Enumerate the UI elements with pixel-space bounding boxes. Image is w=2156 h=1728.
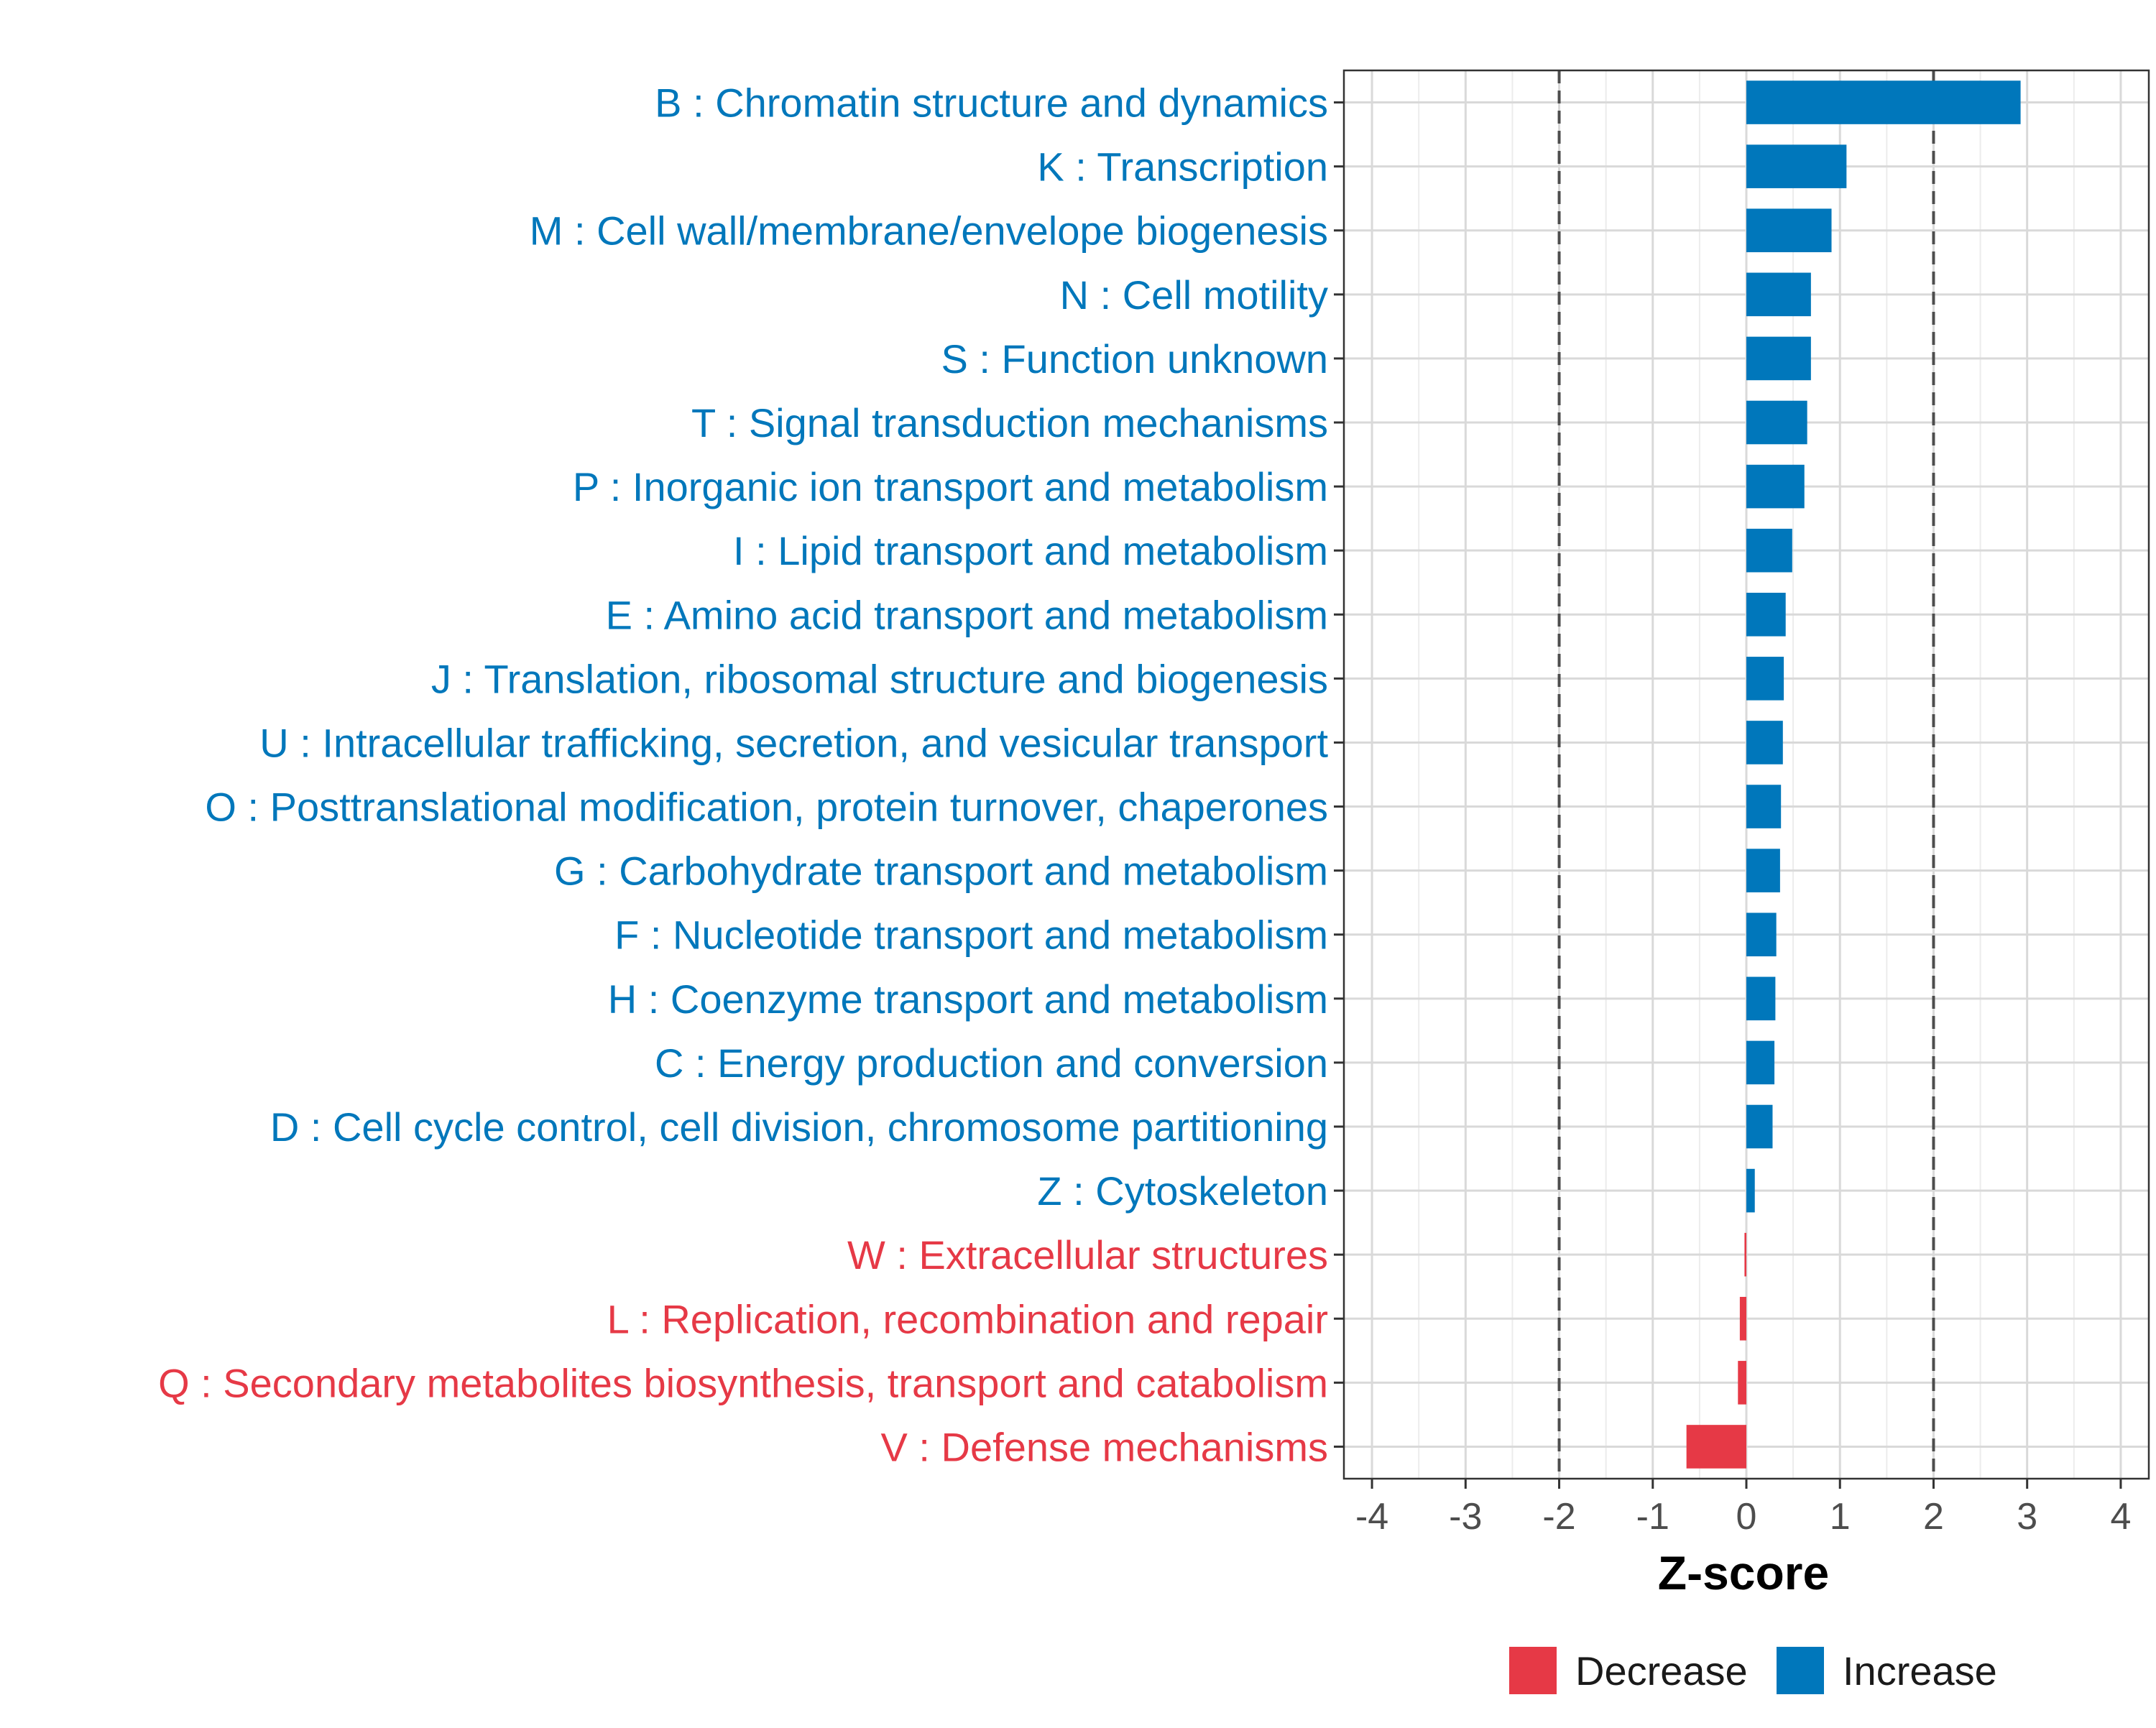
x-tick-label: 0 bbox=[1736, 1496, 1757, 1538]
bar bbox=[1746, 785, 1782, 828]
x-axis-ticks: -4 -3 -2 -1 0 1 2 3 4 bbox=[1355, 1479, 2131, 1538]
bar bbox=[1686, 1425, 1746, 1469]
bar bbox=[1744, 1232, 1746, 1277]
bar bbox=[1746, 592, 1786, 637]
legend-swatch bbox=[1509, 1647, 1557, 1694]
bar bbox=[1746, 912, 1777, 957]
reference-lines bbox=[1557, 70, 1935, 1479]
category-label: S : Function unknown bbox=[941, 336, 1328, 382]
bar bbox=[1746, 80, 2021, 124]
bar bbox=[1746, 1168, 1755, 1213]
x-tick-label: -1 bbox=[1636, 1496, 1669, 1538]
x-tick-label: 1 bbox=[1830, 1496, 1851, 1538]
legend-label: Increase bbox=[1843, 1648, 1997, 1694]
category-label: V : Defense mechanisms bbox=[881, 1424, 1328, 1469]
x-tick-label: -4 bbox=[1355, 1496, 1388, 1538]
bar bbox=[1746, 528, 1792, 573]
bars bbox=[1686, 80, 2021, 1469]
category-label: M : Cell wall/membrane/envelope biogenes… bbox=[530, 208, 1328, 254]
legend-label: Decrease bbox=[1575, 1648, 1748, 1694]
x-tick-label: 2 bbox=[1923, 1496, 1944, 1538]
category-label: O : Posttranslational modification, prot… bbox=[205, 785, 1328, 830]
bar bbox=[1746, 272, 1811, 317]
x-tick-label: -3 bbox=[1449, 1496, 1482, 1538]
category-label: J : Translation, ribosomal structure and… bbox=[431, 656, 1328, 701]
bar bbox=[1746, 1040, 1775, 1085]
bar bbox=[1739, 1296, 1746, 1341]
x-tick-label: -2 bbox=[1542, 1496, 1575, 1538]
category-label: G : Carbohydrate transport and metabolis… bbox=[554, 849, 1328, 894]
category-label: Q : Secondary metabolites biosynthesis, … bbox=[158, 1360, 1328, 1405]
legend: Decrease Increase bbox=[1509, 1647, 1997, 1694]
category-label: L : Replication, recombination and repai… bbox=[607, 1296, 1328, 1341]
x-axis-title: Z-score bbox=[1658, 1546, 1829, 1599]
category-label: W : Extracellular structures bbox=[847, 1232, 1328, 1277]
category-label: P : Inorganic ion transport and metaboli… bbox=[573, 464, 1328, 509]
category-label: D : Cell cycle control, cell division, c… bbox=[270, 1104, 1328, 1150]
category-label: U : Intracellular trafficking, secretion… bbox=[259, 720, 1328, 765]
x-tick-label: 3 bbox=[2017, 1496, 2037, 1538]
category-label: F : Nucleotide transport and metabolism bbox=[614, 912, 1328, 958]
category-label: E : Amino acid transport and metabolism bbox=[606, 592, 1328, 637]
bar bbox=[1746, 144, 1847, 188]
bar bbox=[1746, 976, 1776, 1021]
category-label: B : Chromatin structure and dynamics bbox=[655, 80, 1328, 126]
category-label: T : Signal transduction mechanisms bbox=[691, 400, 1328, 445]
bar bbox=[1746, 400, 1807, 445]
bar bbox=[1746, 1104, 1773, 1149]
x-tick-label: 4 bbox=[2110, 1496, 2131, 1538]
bar bbox=[1746, 208, 1832, 253]
bar bbox=[1746, 721, 1783, 764]
category-label: N : Cell motility bbox=[1060, 272, 1328, 318]
bar bbox=[1746, 849, 1780, 892]
category-label: C : Energy production and conversion bbox=[655, 1040, 1328, 1086]
bar bbox=[1738, 1361, 1746, 1405]
bar bbox=[1746, 464, 1805, 509]
y-axis-ticks: B : Chromatin structure and dynamics K : … bbox=[158, 80, 1344, 1469]
category-label: I : Lipid transport and metabolism bbox=[733, 528, 1328, 573]
bar bbox=[1746, 336, 1811, 381]
bar bbox=[1746, 657, 1784, 701]
category-label: H : Coenzyme transport and metabolism bbox=[608, 976, 1328, 1022]
legend-swatch bbox=[1777, 1647, 1824, 1694]
category-label: K : Transcription bbox=[1037, 144, 1328, 190]
category-label: Z : Cytoskeleton bbox=[1037, 1168, 1328, 1214]
